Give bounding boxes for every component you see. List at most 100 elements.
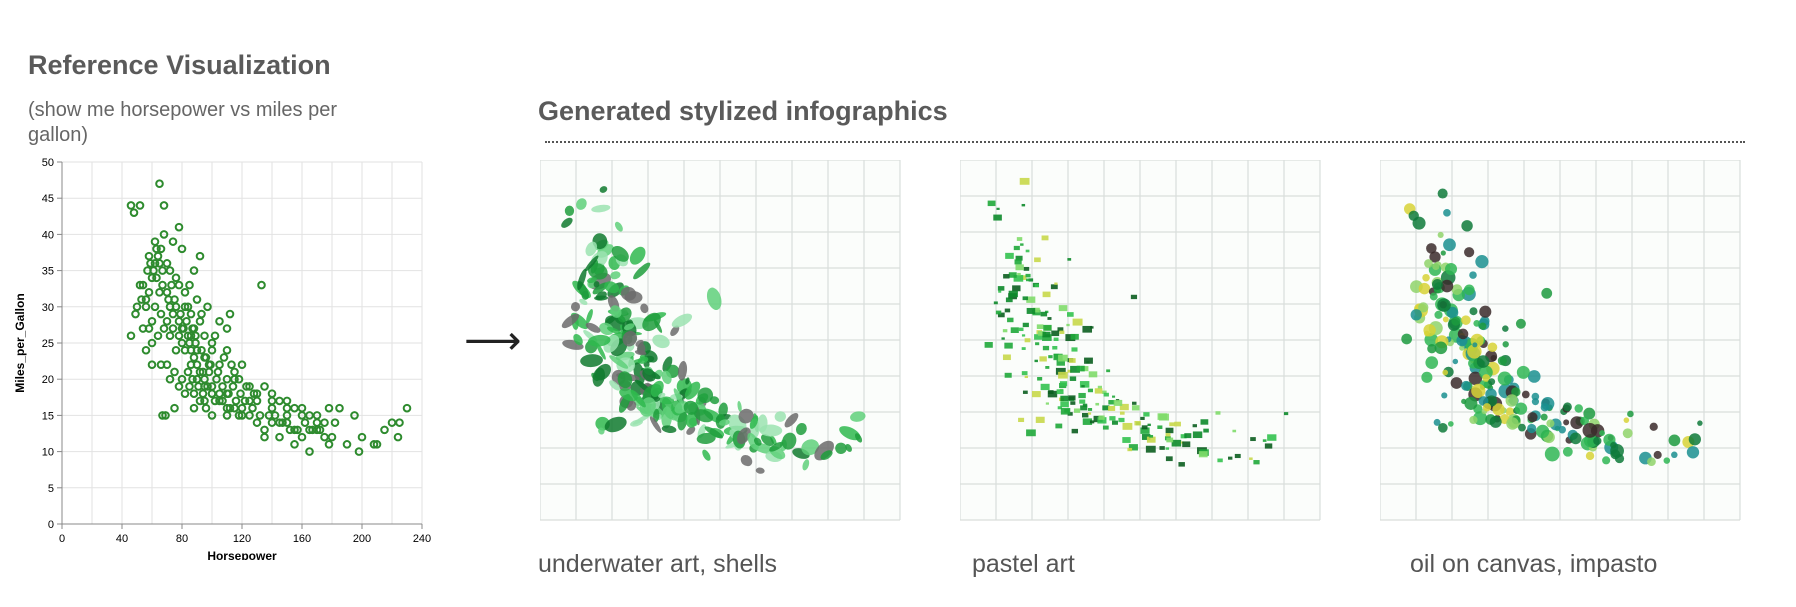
data-point (201, 353, 211, 362)
pastel-mark (1122, 437, 1131, 443)
data-point (138, 280, 148, 290)
shell-mark (702, 449, 711, 461)
data-point (180, 345, 190, 355)
pastel-mark (1088, 371, 1098, 378)
data-point (260, 425, 269, 435)
shell-mark (704, 426, 723, 439)
pastel-mark (1055, 423, 1063, 429)
data-point (270, 411, 280, 420)
data-point (147, 338, 157, 348)
shell-mark (570, 302, 581, 312)
pastel-mark (1140, 427, 1150, 434)
data-point (357, 432, 367, 442)
pastel-mark (1178, 462, 1185, 467)
pastel-mark (1102, 405, 1110, 411)
data-point (171, 302, 181, 312)
data-point (195, 316, 205, 326)
shell-mark (661, 370, 672, 385)
data-point (144, 288, 154, 297)
pastel-mark (1109, 416, 1116, 421)
shell-mark (673, 388, 683, 404)
impasto-mark (1451, 316, 1461, 326)
pastel-mark (1056, 389, 1064, 395)
pastel-mark (1028, 278, 1034, 282)
shell-mark (576, 198, 587, 210)
pastel-mark (1130, 294, 1138, 300)
impasto-mark (1497, 356, 1507, 366)
pastel-mark (1079, 399, 1086, 404)
pastel-mark (1070, 401, 1076, 405)
arrow-right-icon: ⟶ (464, 318, 522, 364)
data-point (189, 266, 199, 275)
data-point (237, 403, 247, 413)
data-point (297, 432, 307, 442)
data-point (225, 403, 235, 413)
shell-mark (633, 262, 651, 280)
data-point (234, 411, 244, 420)
pastel-mark (1036, 324, 1044, 329)
pastel-mark (1025, 273, 1031, 278)
data-point (201, 403, 211, 413)
data-point (200, 396, 209, 406)
shell-mark (658, 392, 666, 398)
pastel-mark (1002, 329, 1008, 333)
shell-mark (629, 246, 646, 265)
data-point (183, 302, 193, 312)
impasto-mark (1441, 392, 1448, 399)
pastel-mark (1065, 334, 1076, 342)
pastel-mark (1082, 412, 1089, 418)
impasto-mark (1541, 287, 1553, 299)
impasto-mark (1623, 417, 1630, 423)
data-point (327, 432, 337, 442)
data-point (156, 360, 166, 370)
x-tick-label: 40 (116, 533, 128, 545)
pastel-mark (1067, 258, 1072, 261)
data-point (171, 345, 181, 355)
pastel-mark (1024, 338, 1031, 343)
impasto-mark (1497, 371, 1512, 386)
data-point (380, 425, 389, 435)
impasto-mark (1461, 380, 1472, 391)
shell-mark (636, 343, 646, 355)
data-point (354, 447, 364, 456)
pastel-mark (1169, 422, 1175, 427)
impasto-mark (1527, 370, 1541, 383)
impasto-mark (1440, 279, 1454, 293)
x-axis-label: Horsepower (207, 549, 277, 560)
impasto-mark (1457, 328, 1469, 340)
impasto-mark (1531, 398, 1540, 406)
pastel-mark (1033, 307, 1040, 313)
data-point (230, 367, 239, 377)
shell-mark (738, 408, 754, 424)
data-point (200, 331, 209, 341)
impasto-mark (1418, 302, 1429, 313)
data-point (150, 237, 160, 246)
pastel-mark (1042, 345, 1050, 351)
shell-mark (599, 186, 608, 193)
impasto-mark (1502, 325, 1509, 332)
pastel-mark (1127, 447, 1133, 452)
shell-mark (599, 322, 614, 336)
impasto-mark (1429, 292, 1438, 301)
impasto-mark (1424, 259, 1433, 268)
pastel-mark (1037, 377, 1043, 381)
impasto-mark (1475, 255, 1489, 269)
data-point (395, 418, 404, 427)
impasto-mark (1531, 392, 1540, 401)
data-point (174, 222, 184, 232)
pastel-mark (1034, 334, 1043, 340)
impasto-mark (1663, 457, 1671, 464)
data-point (185, 382, 194, 391)
pastel-mark (1111, 420, 1118, 425)
pastel-mark (1054, 282, 1058, 285)
pastel-mark (1042, 331, 1051, 338)
impasto-mark (1463, 284, 1475, 296)
shell-mark (684, 381, 701, 400)
pastel-mark (1184, 433, 1192, 439)
data-point (320, 418, 329, 427)
impasto-mark (1442, 369, 1449, 376)
impasto-mark (1599, 430, 1605, 436)
data-point (177, 244, 187, 254)
pastel-mark (1108, 400, 1115, 405)
data-point (203, 382, 212, 391)
